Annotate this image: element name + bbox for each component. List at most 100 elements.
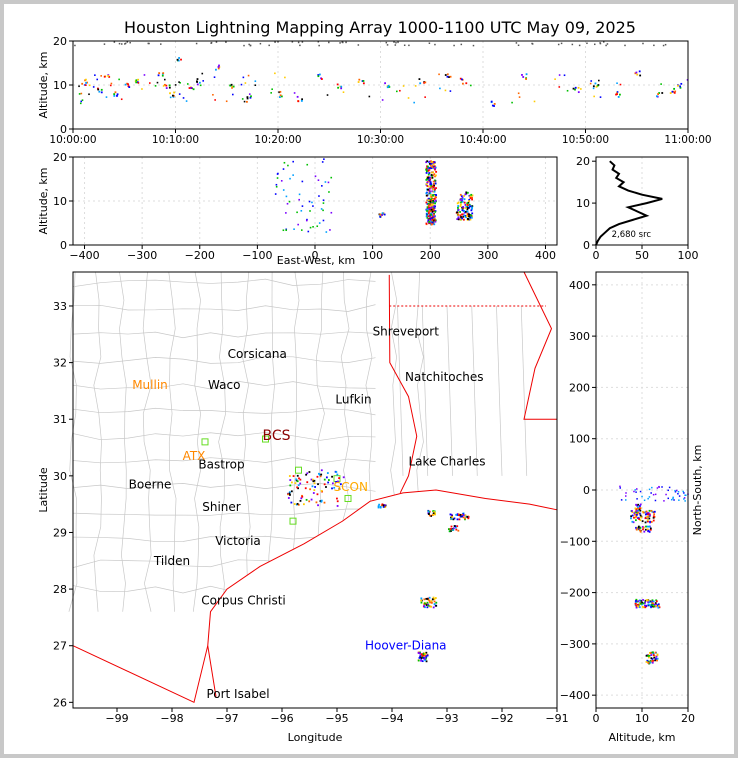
ns-altitude-panel: 0 10 20 −400 −300 −200 −100 0 100 200 300 400 Altitu… [560,271,704,744]
lightning-source [636,498,638,500]
lightning-source [163,78,166,81]
lightning-source [297,484,300,487]
lightning-source [429,176,431,179]
lightning-source [312,478,314,481]
lightning-source [179,82,181,84]
lightning-source [182,97,185,99]
lightning-source [212,93,214,96]
lightning-source [292,160,294,163]
lightning-source [642,511,645,514]
lightning-source [298,193,301,196]
lightning-source [636,517,639,520]
lightning-source [186,83,189,85]
lightning-source [677,493,679,495]
lightning-source [329,229,331,231]
lightning-source [430,160,432,163]
lightning-source [432,165,435,168]
lightning-source [663,500,665,502]
lightning-source [598,79,600,82]
ns-storm-cluster [634,598,661,609]
lightning-source [426,207,429,210]
lightning-source [383,506,386,509]
lightning-source [665,493,667,496]
lightning-source [432,194,434,197]
lightning-source [293,92,296,94]
lightning-source [317,504,319,507]
lightning-source [470,84,472,87]
lightning-source [636,527,639,529]
lightning-source [466,202,469,205]
lightning-source [250,95,252,98]
lightning-source [468,213,470,216]
lightning-source [617,96,620,98]
lightning-source [638,508,641,511]
lightning-source [467,218,470,220]
lightning-source [241,98,244,100]
lightning-source [426,188,429,191]
lightning-source [103,43,106,45]
lightning-source [429,186,432,189]
lightning-source [425,201,428,204]
lightning-source [244,82,247,84]
lightning-source [647,515,649,518]
lightning-source [566,89,569,92]
lightning-source [456,218,459,221]
lightning-source [468,198,471,201]
lightning-source [457,218,460,221]
lightning-source [358,78,361,81]
lightning-source [426,212,429,215]
y-tick-label: 0 [60,123,67,136]
lightning-source [158,72,161,75]
lightning-source [446,73,449,76]
lightning-source [653,44,655,47]
lightning-source [434,168,436,171]
place-label: Lake Charles [409,455,486,469]
lightning-source [268,44,270,47]
lightning-source [336,473,339,476]
x-tick-label: −91 [545,712,568,725]
lightning-source [646,512,649,514]
lightning-source [464,514,467,517]
lightning-source [176,58,179,61]
lightning-source [297,487,299,490]
lightning-source [674,489,676,492]
lightning-source [430,162,433,165]
lightning-source [592,85,595,88]
lightning-source [432,171,435,174]
lightning-source [518,96,521,98]
lightning-source [300,229,303,231]
lightning-source [426,182,429,184]
lightning-source [639,519,642,522]
lightning-source [434,211,437,213]
lightning-source [460,195,463,198]
lightning-source [423,652,426,655]
lightning-source [635,598,638,601]
x-tick-label: −98 [160,712,183,725]
lightning-source [465,192,468,195]
time-height-points [81,78,89,85]
lightning-source [429,193,432,196]
lightning-source [314,486,317,488]
lightning-source [650,605,653,608]
lightning-source [109,84,112,87]
lightning-source [433,194,436,197]
lightning-source [126,82,128,85]
lightning-source [426,601,429,604]
lightning-source [434,201,436,204]
lightning-source [433,197,436,200]
storm-cluster-small [378,212,386,218]
lightning-source [311,201,313,204]
lightning-source [683,498,685,500]
lightning-source [430,212,433,215]
lightning-source [635,503,637,506]
lightning-source [648,601,651,604]
lightning-source [432,206,435,209]
x-tick-label: −96 [270,712,293,725]
lightning-source [658,604,660,607]
lightning-source [633,512,636,515]
lightning-source [393,41,395,43]
lightning-source [425,161,428,164]
lightning-source [432,596,435,599]
lightning-source [433,184,436,187]
y-tick-label: 0 [583,239,590,252]
